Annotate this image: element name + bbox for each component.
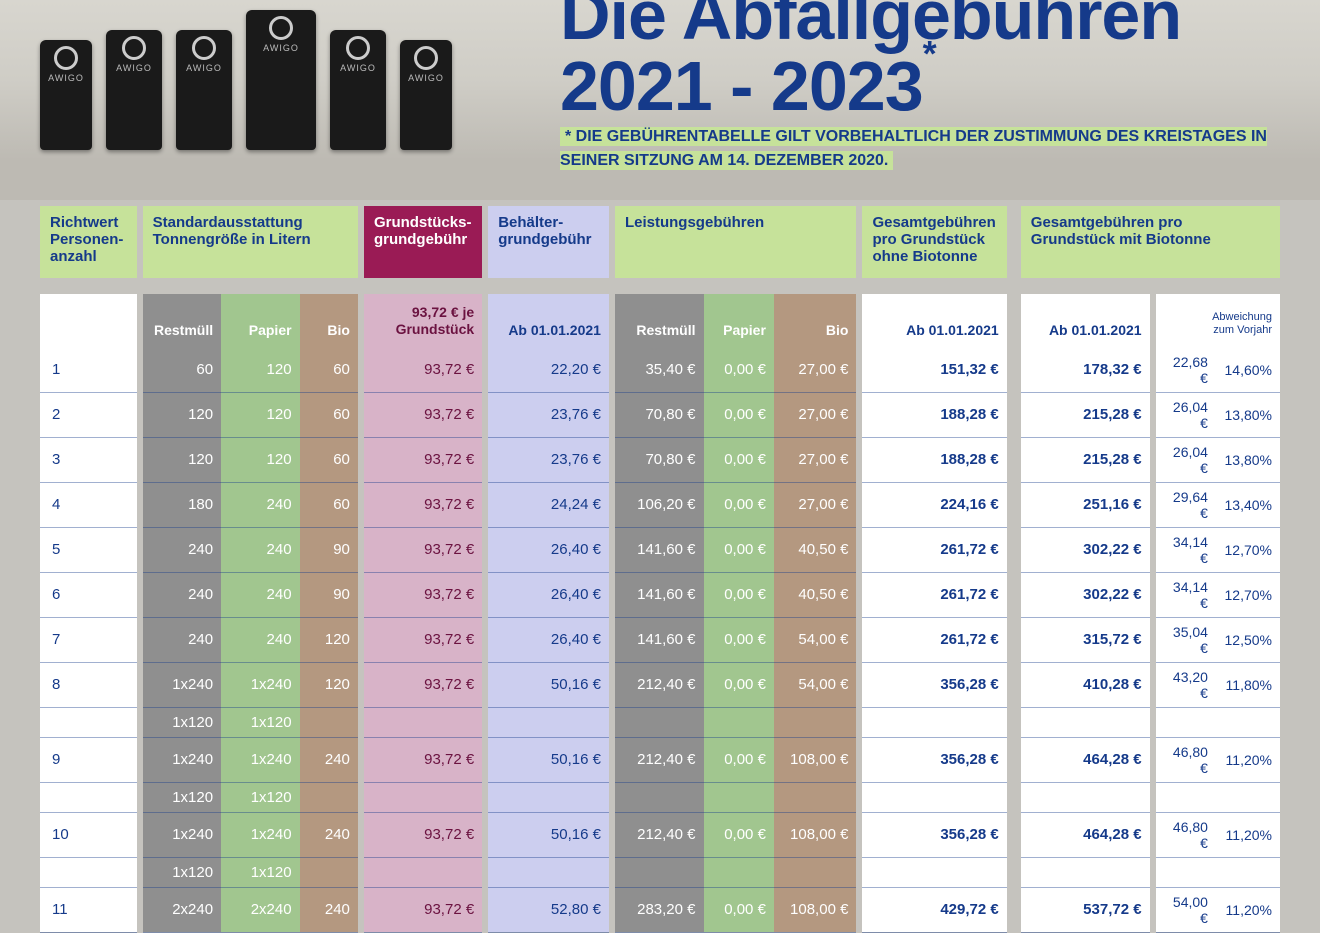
grp-richtwert: Richtwert Personen-anzahl bbox=[40, 206, 137, 278]
table-row: 91x2401x24024093,72 €50,16 €212,40 €0,00… bbox=[40, 737, 1280, 782]
group-header-row: Richtwert Personen-anzahl Standardaussta… bbox=[40, 206, 1280, 278]
table-row: 101x2401x24024093,72 €50,16 €212,40 €0,0… bbox=[40, 812, 1280, 857]
sub-header-row: Restmüll Papier Bio 93,72 € jeGrundstück… bbox=[40, 294, 1280, 348]
col-bio: Bio bbox=[300, 294, 358, 348]
col-total-ohne: Ab 01.01.2021 bbox=[862, 294, 1006, 348]
col-total-mit: Ab 01.01.2021 bbox=[1021, 294, 1150, 348]
col-fee-rest: Restmüll bbox=[615, 294, 704, 348]
grp-behaelter: Behälter-grundgebühr bbox=[488, 206, 609, 278]
col-behaelter-ab: Ab 01.01.2021 bbox=[488, 294, 609, 348]
col-abweichung: Abweichungzum Vorjahr bbox=[1156, 294, 1280, 348]
table-row-continuation: 1x1201x120 bbox=[40, 857, 1280, 887]
grp-gesamt-mit: Gesamtgebühren pro Grundstück mit Bioton… bbox=[1021, 206, 1280, 278]
table-row: 724024012093,72 €26,40 €141,60 €0,00 €54… bbox=[40, 617, 1280, 662]
col-restmuell: Restmüll bbox=[143, 294, 221, 348]
table-row: 1601206093,72 €22,20 €35,40 €0,00 €27,00… bbox=[40, 348, 1280, 393]
grp-grund: Grundstücks-grundgebühr bbox=[364, 206, 482, 278]
table-row: 52402409093,72 €26,40 €141,60 €0,00 €40,… bbox=[40, 527, 1280, 572]
table-row: 62402409093,72 €26,40 €141,60 €0,00 €40,… bbox=[40, 572, 1280, 617]
disclaimer-text: * DIE GEBÜHRENTABELLE GILT VORBEHALTLICH… bbox=[560, 125, 1280, 173]
table-row: 81x2401x24012093,72 €50,16 €212,40 €0,00… bbox=[40, 662, 1280, 707]
table-row: 41802406093,72 €24,24 €106,20 €0,00 €27,… bbox=[40, 482, 1280, 527]
table-row: 21201206093,72 €23,76 €70,80 €0,00 €27,0… bbox=[40, 392, 1280, 437]
table-row: 112x2402x24024093,72 €52,80 €283,20 €0,0… bbox=[40, 887, 1280, 932]
bins-illustration: AWIGO AWIGO AWIGO AWIGO AWIGO AWIGO bbox=[40, 0, 460, 150]
col-fee-papier: Papier bbox=[704, 294, 774, 348]
table-row-continuation: 1x1201x120 bbox=[40, 707, 1280, 737]
table-row-continuation: 1x1201x120 bbox=[40, 782, 1280, 812]
hero-banner: AWIGO AWIGO AWIGO AWIGO AWIGO AWIGO Die … bbox=[0, 0, 1320, 200]
fees-table: Richtwert Personen-anzahl Standardaussta… bbox=[40, 206, 1280, 933]
grp-gesamt-ohne: Gesamtgebühren pro Grundstück ohne Bioto… bbox=[862, 206, 1006, 278]
grp-standard: Standardausstattung Tonnengröße in Liter… bbox=[143, 206, 358, 278]
grp-leistung: Leistungsgebühren bbox=[615, 206, 856, 278]
col-papier: Papier bbox=[221, 294, 299, 348]
col-fee-bio: Bio bbox=[774, 294, 857, 348]
page-title: Die Abfallgebühren 2021 - 2023* bbox=[560, 0, 1181, 123]
table-row: 31201206093,72 €23,76 €70,80 €0,00 €27,0… bbox=[40, 437, 1280, 482]
col-grundgebuehr: 93,72 € jeGrundstück bbox=[364, 294, 482, 348]
